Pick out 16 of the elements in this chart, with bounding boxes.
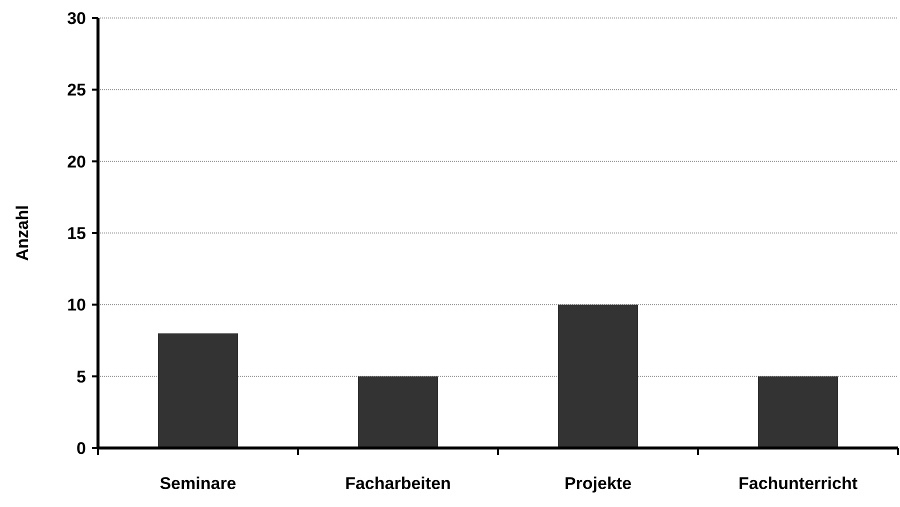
bar	[158, 333, 238, 448]
y-tick-label: 0	[76, 438, 86, 458]
y-tick-label: 30	[67, 8, 86, 28]
y-tick-label: 15	[67, 224, 86, 243]
x-tick-label: Projekte	[564, 474, 632, 493]
bar	[758, 376, 838, 448]
y-axis-title: Anzahl	[13, 205, 32, 261]
y-tick-label: 25	[67, 80, 86, 100]
y-tick-label: 20	[67, 152, 86, 172]
y-tick-label: 10	[67, 296, 86, 315]
bar	[558, 304, 638, 448]
bar	[358, 376, 438, 448]
x-tick-label: Seminare	[160, 474, 236, 493]
x-tick-label: Facharbeiten	[345, 474, 451, 493]
y-tick-label: 5	[76, 367, 86, 386]
x-tick-label: Fachunterricht	[738, 474, 858, 493]
